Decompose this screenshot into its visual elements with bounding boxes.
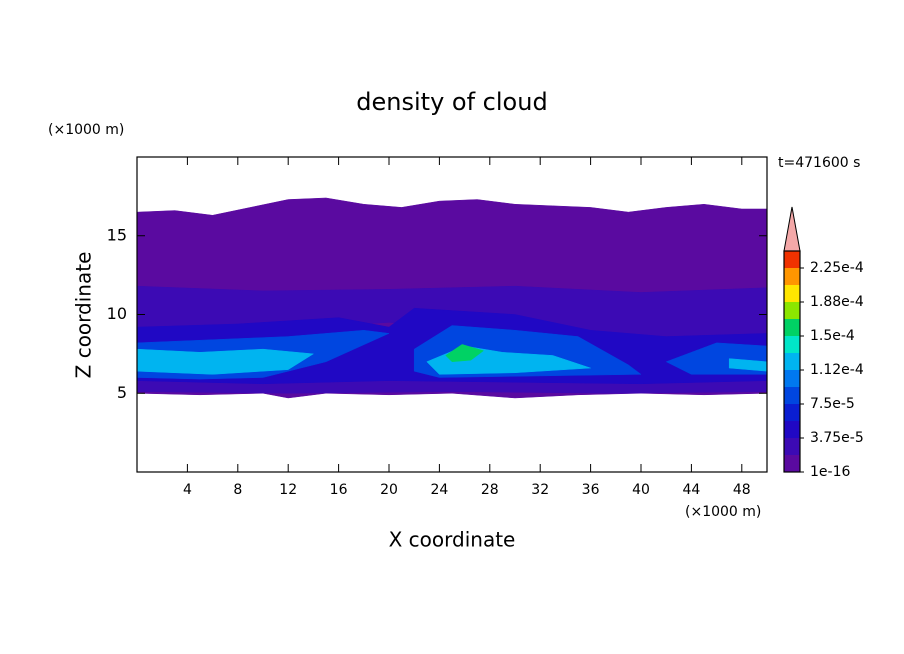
time-annotation: t=471600 s: [778, 155, 860, 171]
x-tick-label: 44: [682, 482, 700, 498]
x-tick-label: 36: [582, 482, 600, 498]
colorbar-band: [784, 404, 800, 421]
x-axis-label: X coordinate: [389, 528, 516, 552]
x-tick-label: 32: [531, 482, 549, 498]
contour-region: [445, 344, 485, 363]
x-tick-label: 24: [430, 482, 448, 498]
colorbar-band: [784, 387, 800, 404]
x-tick-label: 16: [330, 482, 348, 498]
y-tick-label: 15: [107, 225, 127, 244]
colorbar-band: [784, 336, 800, 353]
y-unit: (×1000 m): [48, 122, 124, 138]
colorbar-band: [784, 455, 800, 472]
colorbar-tick-label: 2.25e-4: [810, 260, 864, 276]
x-tick-label: 4: [183, 482, 192, 498]
colorbar-tick-label: 1.5e-4: [810, 328, 855, 344]
x-tick-label: 48: [733, 482, 751, 498]
y-axis-label: Z coordinate: [72, 252, 96, 379]
x-tick-label: 28: [481, 482, 499, 498]
colorbar-tick-label: 1.12e-4: [810, 362, 864, 378]
colorbar-tick-label: 1e-16: [810, 464, 850, 480]
colorbar-band: [784, 268, 800, 285]
colorbar-band: [784, 319, 800, 336]
colorbar-frame: [783, 250, 801, 473]
colorbar-band: [784, 251, 800, 268]
colorbar-tick-label: 7.5e-5: [810, 396, 855, 412]
x-tick-label: 40: [632, 482, 650, 498]
colorbar-band: [784, 285, 800, 302]
colorbar-tick-label: 1.88e-4: [810, 294, 864, 310]
chart-title: density of cloud: [356, 88, 547, 116]
colorbar-band: [784, 438, 800, 455]
colorbar-band: [784, 421, 800, 438]
colorbar-tick-label: 3.75e-5: [810, 430, 864, 446]
y-tick-label: 10: [107, 304, 127, 323]
colorbar-extension: [783, 206, 801, 252]
x-tick-label: 20: [380, 482, 398, 498]
contour-region: [136, 348, 315, 375]
x-tick-label: 12: [279, 482, 297, 498]
x-unit: (×1000 m): [685, 504, 761, 520]
colorbar-band: [784, 302, 800, 319]
y-tick-label: 5: [117, 383, 127, 402]
x-tick-label: 8: [233, 482, 242, 498]
colorbar-band: [784, 353, 800, 370]
colorbar-band: [784, 370, 800, 387]
